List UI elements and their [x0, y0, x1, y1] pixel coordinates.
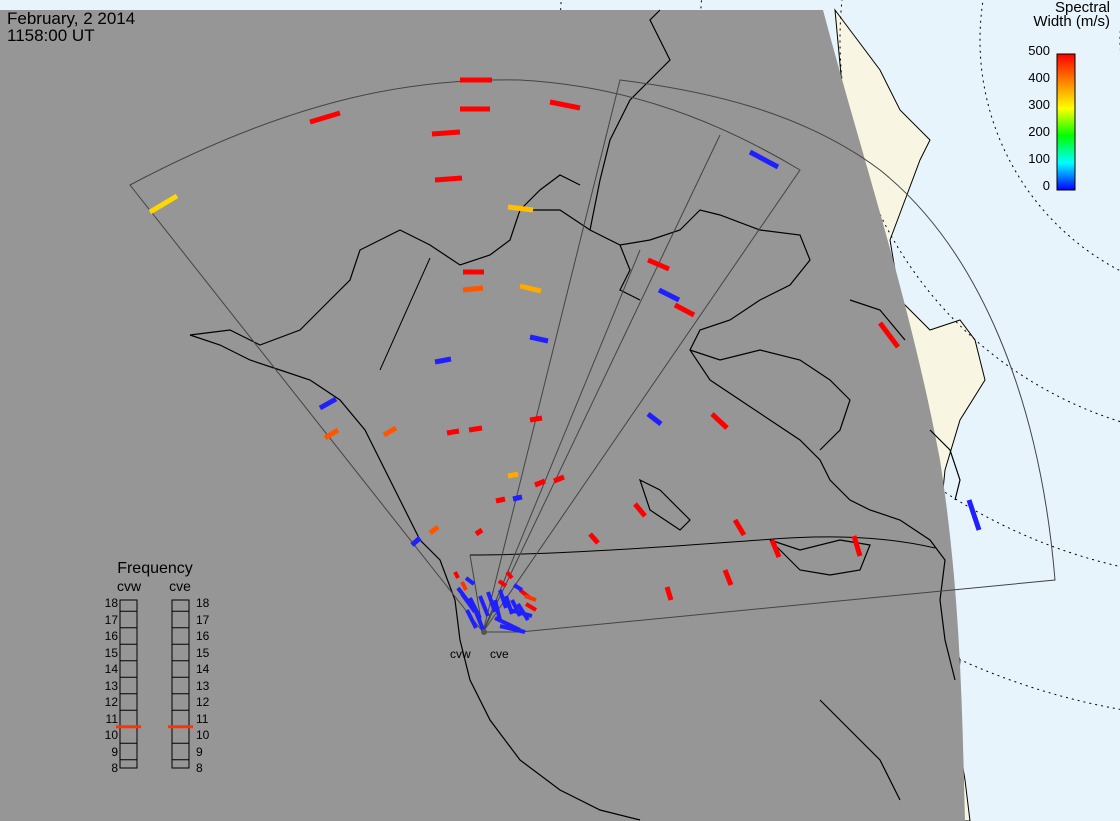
cve-scale-17: 17	[196, 612, 210, 627]
colorbar-tick-0: 0	[1042, 178, 1050, 193]
cve-scale-14: 14	[196, 662, 210, 676]
cve-scale-8: 8	[196, 761, 203, 775]
coastlines	[189, 9, 961, 821]
radar-label-cvw: cvw	[450, 647, 471, 661]
cve-scale-16: 16	[196, 629, 210, 643]
cvw-scale-14: 14	[104, 662, 118, 676]
borders	[379, 257, 936, 556]
cvw-scale-18: 18	[104, 596, 118, 610]
cvw-scale-8: 8	[111, 761, 118, 775]
colorbar-title-line1: Spectral	[1054, 0, 1110, 16]
frequency-col-cvw: cvw	[116, 578, 142, 594]
cve-scale-9: 9	[196, 744, 203, 759]
cve-scale-11: 11	[196, 711, 209, 726]
near-range-echoes	[453, 570, 538, 634]
night-region	[0, 10, 965, 821]
colorbar-tick-500: 500	[1028, 43, 1050, 58]
colorbar-tick-300: 300	[1028, 97, 1050, 112]
frequency-title: Frequency	[117, 560, 193, 577]
cvw-scale-15: 15	[104, 645, 118, 660]
cvw-scale-10: 10	[104, 728, 118, 742]
time-label: 1158:00 UT	[7, 26, 95, 45]
date-label: February, 2 2014	[7, 9, 136, 28]
cvw-scale-12: 12	[104, 695, 118, 709]
cvw-scale-9: 9	[111, 744, 118, 759]
radar-fov	[129, 79, 1056, 633]
cvw-scale-17: 17	[104, 612, 118, 627]
cve-scale-15: 15	[196, 645, 210, 660]
cvw-scale-16: 16	[104, 629, 118, 643]
cve-scale-12: 12	[196, 695, 210, 709]
cve-scale-10: 10	[196, 728, 210, 742]
colorbar-title-line2: Width (m/s)	[1033, 13, 1110, 30]
radar-site-marker	[481, 629, 487, 635]
radar-label-cve: cve	[490, 647, 509, 661]
colorbar	[1056, 53, 1076, 191]
colorbar-tick-100: 100	[1028, 151, 1050, 166]
colorbar-tick-200: 200	[1028, 124, 1050, 139]
frequency-col-cve: cve	[169, 578, 191, 594]
radar-echoes	[148, 77, 982, 601]
cve-scale-13: 13	[196, 678, 210, 693]
cvw-scale-13: 13	[104, 678, 118, 693]
cvw-scale-11: 11	[105, 711, 118, 726]
colorbar-tick-400: 400	[1028, 70, 1050, 85]
cve-scale-18: 18	[196, 596, 210, 610]
